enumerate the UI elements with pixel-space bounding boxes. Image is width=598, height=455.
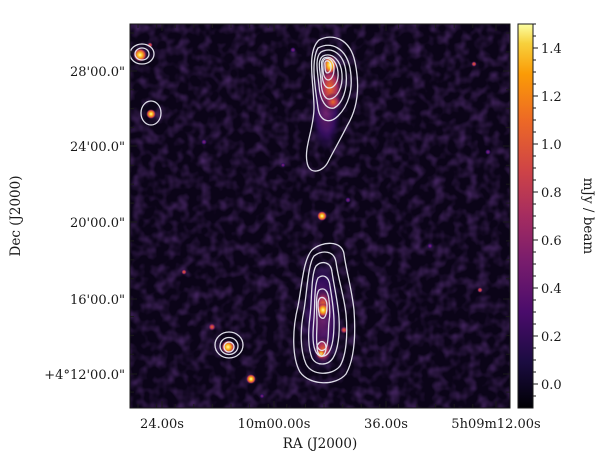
contour-north-3 (316, 49, 348, 109)
axis-ticks (130, 24, 510, 408)
x-tick-label: 5h09m12.00s (451, 417, 540, 432)
contour-south-3 (308, 261, 340, 365)
x-axis-title: RA (J2000) (283, 436, 358, 452)
y-axis-title: Dec (J2000) (8, 176, 24, 257)
colorbar: 0.0 0.2 0.4 0.6 0.8 1.0 1.2 1.4 mJy / beam (517, 23, 596, 409)
colorbar-label: mJy / beam (580, 178, 596, 255)
contour-north-6 (322, 57, 335, 81)
y-tick-label: 24'00.0" (70, 140, 125, 155)
colorbar-gradient (517, 23, 534, 409)
contour-north-2 (313, 44, 352, 122)
contour-south-2 (300, 251, 348, 374)
colorbar-tick-label: 0.4 (541, 282, 562, 297)
contour-src-left (140, 100, 162, 126)
x-tick-label: 24.00s (140, 417, 184, 432)
colorbar-tick-label: 0.8 (541, 186, 562, 201)
plot-frame (129, 23, 511, 409)
contour-src-west-outer (214, 331, 244, 359)
colorbar-tick-label: 1.0 (541, 138, 562, 153)
colorbar-tick-label: 1.4 (541, 42, 562, 57)
contour-south-7 (316, 341, 327, 357)
contour-north-7 (324, 60, 332, 74)
y-tick-label: 20'00.0" (70, 216, 125, 231)
contour-south-4 (312, 275, 335, 357)
contour-north-5 (320, 56, 339, 89)
colorbar-tick-label: 0.0 (541, 378, 562, 393)
x-tick-label: 36.00s (364, 417, 408, 432)
contour-src-west-mid (219, 336, 239, 356)
y-tick-label: +4°12'00.0" (44, 368, 125, 383)
colorbar-tick-label: 1.2 (541, 90, 562, 105)
contour-src-topleft-inner (134, 47, 150, 61)
axis-tick-labels: 24.00s 10m00.00s 36.00s 5h09m12.00s 28'00.0"… (44, 65, 540, 432)
colorbar-ticks: 0.0 0.2 0.4 0.6 0.8 1.0 1.2 1.4 (533, 23, 562, 397)
y-tick-label: 28'00.0" (70, 65, 125, 80)
contour-south-outer (293, 242, 356, 384)
contour-src-topleft-outer (130, 43, 155, 65)
colorbar-tick-label: 0.6 (541, 234, 562, 249)
contour-src-west-inner (223, 341, 235, 353)
contour-north-4 (318, 54, 343, 100)
compact-sources (133, 42, 491, 399)
contour-north-outer (305, 36, 359, 172)
contour-south-6 (317, 296, 328, 319)
contour-overlay (130, 36, 359, 384)
x-tick-label: 10m00.00s (238, 417, 311, 432)
sky-image (130, 24, 510, 408)
y-tick-label: 16'00.0" (70, 293, 125, 308)
colorbar-tick-label: 0.2 (541, 330, 562, 345)
